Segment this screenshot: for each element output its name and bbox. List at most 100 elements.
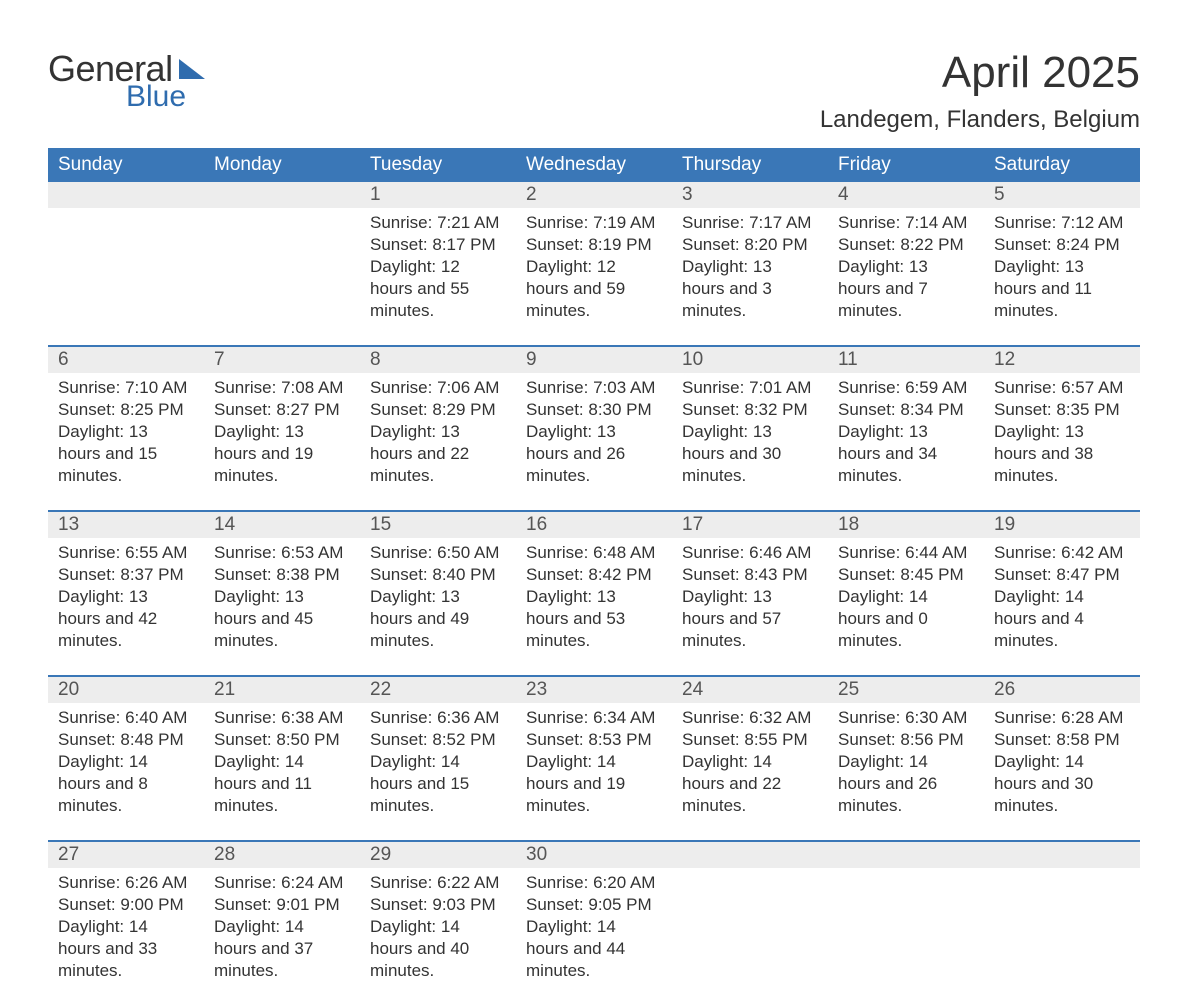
daylight-line: Daylight: 13 hours and 3 minutes. [682,256,818,322]
day-cell: Sunrise: 6:30 AMSunset: 8:56 PMDaylight:… [828,703,984,841]
sunset-line: Sunset: 9:03 PM [370,894,506,916]
day-cell: Sunrise: 7:06 AMSunset: 8:29 PMDaylight:… [360,373,516,511]
daylight-line: Daylight: 13 hours and 38 minutes. [994,421,1130,487]
daylight-line: Daylight: 13 hours and 7 minutes. [838,256,974,322]
day-number: 22 [360,677,516,703]
day-cell: Sunrise: 7:03 AMSunset: 8:30 PMDaylight:… [516,373,672,511]
day-content: Sunrise: 6:22 AMSunset: 9:03 PMDaylight:… [360,868,516,982]
daylight-line: Daylight: 13 hours and 15 minutes. [58,421,194,487]
day-number-cell: 28 [204,841,360,868]
sunset-line: Sunset: 8:24 PM [994,234,1130,256]
day-cell [204,208,360,346]
day-number-cell: 17 [672,511,828,538]
col-sunday: Sunday [48,148,204,182]
sunset-line: Sunset: 8:27 PM [214,399,350,421]
sunrise-line: Sunrise: 7:19 AM [526,212,662,234]
day-cell: Sunrise: 7:08 AMSunset: 8:27 PMDaylight:… [204,373,360,511]
day-number: 3 [672,182,828,208]
day-number: 5 [984,182,1140,208]
sunrise-line: Sunrise: 6:55 AM [58,542,194,564]
weekday-header-row: Sunday Monday Tuesday Wednesday Thursday… [48,148,1140,182]
week-content-row: Sunrise: 6:26 AMSunset: 9:00 PMDaylight:… [48,868,1140,1006]
day-number: 27 [48,842,204,868]
week-daynum-row: 27282930 [48,841,1140,868]
day-cell: Sunrise: 6:46 AMSunset: 8:43 PMDaylight:… [672,538,828,676]
day-content: Sunrise: 6:32 AMSunset: 8:55 PMDaylight:… [672,703,828,817]
day-number-cell: 1 [360,182,516,208]
sunset-line: Sunset: 8:53 PM [526,729,662,751]
col-thursday: Thursday [672,148,828,182]
sunset-line: Sunset: 8:38 PM [214,564,350,586]
day-content: Sunrise: 6:59 AMSunset: 8:34 PMDaylight:… [828,373,984,487]
day-number-cell: 30 [516,841,672,868]
day-number: 26 [984,677,1140,703]
sunset-line: Sunset: 8:30 PM [526,399,662,421]
daylight-line: Daylight: 12 hours and 59 minutes. [526,256,662,322]
day-number-cell: 15 [360,511,516,538]
day-cell: Sunrise: 6:40 AMSunset: 8:48 PMDaylight:… [48,703,204,841]
daylight-line: Daylight: 13 hours and 26 minutes. [526,421,662,487]
day-number-cell: 6 [48,346,204,373]
day-content: Sunrise: 6:48 AMSunset: 8:42 PMDaylight:… [516,538,672,652]
day-number: 12 [984,347,1140,373]
day-number-cell: 19 [984,511,1140,538]
sunset-line: Sunset: 8:55 PM [682,729,818,751]
page-subtitle: Landegem, Flanders, Belgium [820,106,1140,134]
sunrise-line: Sunrise: 6:26 AM [58,872,194,894]
sunset-line: Sunset: 8:17 PM [370,234,506,256]
day-number: 24 [672,677,828,703]
week-daynum-row: 20212223242526 [48,676,1140,703]
day-cell: Sunrise: 6:24 AMSunset: 9:01 PMDaylight:… [204,868,360,1006]
daylight-line: Daylight: 13 hours and 11 minutes. [994,256,1130,322]
sunset-line: Sunset: 8:42 PM [526,564,662,586]
day-number: 14 [204,512,360,538]
sunrise-line: Sunrise: 6:53 AM [214,542,350,564]
day-number-cell: 8 [360,346,516,373]
day-cell: Sunrise: 6:22 AMSunset: 9:03 PMDaylight:… [360,868,516,1006]
sunset-line: Sunset: 8:34 PM [838,399,974,421]
day-cell: Sunrise: 6:36 AMSunset: 8:52 PMDaylight:… [360,703,516,841]
day-content: Sunrise: 7:01 AMSunset: 8:32 PMDaylight:… [672,373,828,487]
day-number-cell: 13 [48,511,204,538]
day-number: 29 [360,842,516,868]
sunset-line: Sunset: 8:45 PM [838,564,974,586]
day-cell [984,868,1140,1006]
sunset-line: Sunset: 8:47 PM [994,564,1130,586]
sunrise-line: Sunrise: 7:17 AM [682,212,818,234]
sunrise-line: Sunrise: 6:46 AM [682,542,818,564]
day-content: Sunrise: 6:46 AMSunset: 8:43 PMDaylight:… [672,538,828,652]
sunset-line: Sunset: 8:37 PM [58,564,194,586]
sunrise-line: Sunrise: 7:06 AM [370,377,506,399]
day-number-cell [204,182,360,208]
week-content-row: Sunrise: 7:21 AMSunset: 8:17 PMDaylight:… [48,208,1140,346]
day-content: Sunrise: 6:50 AMSunset: 8:40 PMDaylight:… [360,538,516,652]
daylight-line: Daylight: 14 hours and 44 minutes. [526,916,662,982]
daylight-line: Daylight: 13 hours and 34 minutes. [838,421,974,487]
sunrise-line: Sunrise: 6:34 AM [526,707,662,729]
sunset-line: Sunset: 8:19 PM [526,234,662,256]
day-cell: Sunrise: 6:32 AMSunset: 8:55 PMDaylight:… [672,703,828,841]
day-content: Sunrise: 7:12 AMSunset: 8:24 PMDaylight:… [984,208,1140,322]
day-number-cell: 23 [516,676,672,703]
day-number: 9 [516,347,672,373]
header: General Blue April 2025 Landegem, Flande… [48,48,1140,134]
day-content: Sunrise: 6:26 AMSunset: 9:00 PMDaylight:… [48,868,204,982]
week-content-row: Sunrise: 6:55 AMSunset: 8:37 PMDaylight:… [48,538,1140,676]
day-cell: Sunrise: 6:50 AMSunset: 8:40 PMDaylight:… [360,538,516,676]
day-content: Sunrise: 6:55 AMSunset: 8:37 PMDaylight:… [48,538,204,652]
sunset-line: Sunset: 8:29 PM [370,399,506,421]
day-number: 6 [48,347,204,373]
day-cell: Sunrise: 7:14 AMSunset: 8:22 PMDaylight:… [828,208,984,346]
sunrise-line: Sunrise: 7:08 AM [214,377,350,399]
daylight-line: Daylight: 14 hours and 30 minutes. [994,751,1130,817]
day-number: 4 [828,182,984,208]
day-cell: Sunrise: 6:57 AMSunset: 8:35 PMDaylight:… [984,373,1140,511]
day-number-cell [672,841,828,868]
day-cell: Sunrise: 7:12 AMSunset: 8:24 PMDaylight:… [984,208,1140,346]
logo: General Blue [48,48,207,114]
sunrise-line: Sunrise: 6:57 AM [994,377,1130,399]
daylight-line: Daylight: 12 hours and 55 minutes. [370,256,506,322]
day-number [672,842,828,846]
day-number: 10 [672,347,828,373]
week-content-row: Sunrise: 7:10 AMSunset: 8:25 PMDaylight:… [48,373,1140,511]
